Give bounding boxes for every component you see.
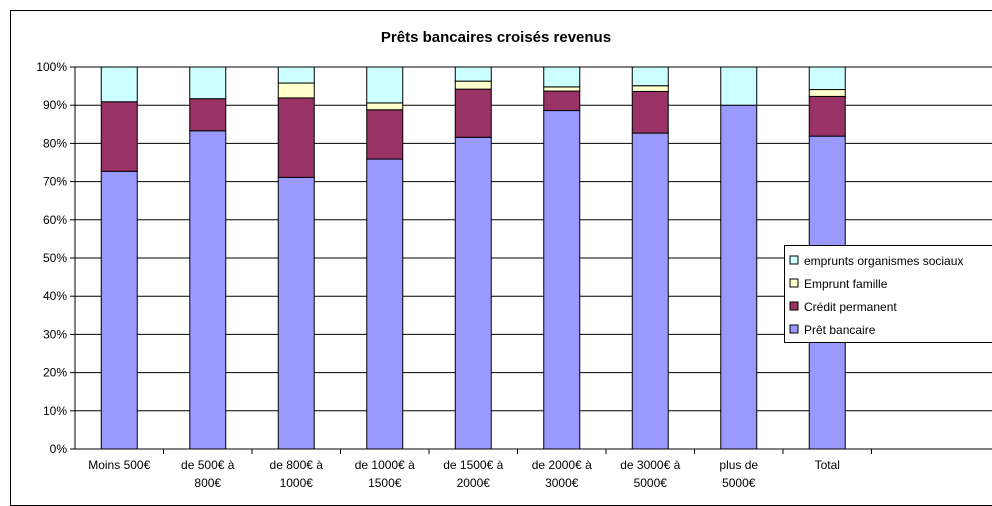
bar-segment-1-1	[100, 170, 138, 450]
bar-segment-4-7	[631, 66, 669, 87]
x-tick-label: Moins 500€	[88, 458, 150, 472]
bar-segment-4-5	[454, 66, 492, 82]
x-tick-label: 2000€	[457, 476, 491, 490]
x-tick-label: Total	[815, 458, 840, 472]
x-tick-label: de 500€ à	[181, 458, 235, 472]
x-tick-label: 5000€	[634, 476, 668, 490]
y-tick-label: 40%	[43, 289, 67, 303]
bar-segment-3-7	[631, 85, 669, 92]
bar-segment-1-3	[277, 176, 315, 450]
x-tick-label: 5000€	[722, 476, 756, 490]
bar-segment-4-1	[100, 66, 138, 103]
bar-segment-2-2	[189, 98, 227, 132]
bar-segment-3-9	[808, 89, 846, 97]
bar-segment-1-5	[454, 136, 492, 450]
y-tick-label: 100%	[36, 60, 67, 74]
bar-segment-2-7	[631, 90, 669, 134]
y-tick-label: 10%	[43, 404, 67, 418]
bar-segment-4-2	[189, 66, 227, 100]
y-tick-label: 60%	[43, 213, 67, 227]
bar-segment-1-6	[543, 110, 581, 450]
bar-segment-1-7	[631, 132, 669, 450]
legend-swatch	[789, 301, 799, 311]
bar-segment-1-8	[720, 104, 758, 450]
x-tick-label: de 1000€ à	[355, 458, 415, 472]
legend-label: emprunts organismes sociaux	[804, 254, 963, 268]
bar-segment-2-9	[808, 95, 846, 137]
bar-segment-4-9	[808, 66, 846, 91]
y-tick-label: 80%	[43, 136, 67, 150]
bar-segment-3-4	[366, 102, 404, 111]
plot-area: 0% 10% 20% 30% 40% 50% 60% 70% 80% 90% 100% Moins 5…	[36, 60, 992, 490]
legend-box	[784, 245, 992, 343]
bar-segment-2-3	[277, 97, 315, 178]
bar-segment-2-5	[454, 88, 492, 138]
legend-swatch	[789, 324, 799, 334]
y-tick-label: 20%	[43, 366, 67, 380]
x-tick-label: 1000€	[280, 476, 314, 490]
legend-swatch	[789, 255, 799, 265]
bar-segment-4-3	[277, 66, 315, 84]
bar-segment-4-6	[543, 66, 581, 88]
bar-segment-3-3	[277, 82, 315, 99]
y-tick-label: 50%	[43, 251, 67, 265]
x-tick-label: 800€	[194, 476, 221, 490]
x-tick-label: 1500€	[368, 476, 402, 490]
y-tick-label: 30%	[43, 327, 67, 341]
legend: emprunts organismes sociaux Emprunt famil…	[784, 245, 992, 343]
bar-segment-1-2	[189, 130, 227, 450]
bar-segment-3-6	[543, 86, 581, 92]
bar-segment-4-4	[366, 66, 404, 104]
x-tick-label: plus de	[719, 458, 758, 472]
legend-label: Prêt bancaire	[804, 323, 876, 337]
chart-title: Prêts bancaires croisés revenus	[381, 29, 611, 46]
x-tick-label: de 3000€ à	[620, 458, 680, 472]
bar-segment-2-4	[366, 109, 404, 160]
y-tick-label: 70%	[43, 175, 67, 189]
x-tick-label: 3000€	[545, 476, 579, 490]
x-tick-label: de 1500€ à	[443, 458, 503, 472]
legend-swatch	[789, 278, 799, 288]
legend-label: Crédit permanent	[804, 300, 897, 314]
x-tick-label: de 2000€ à	[532, 458, 592, 472]
y-tick-label: 90%	[43, 98, 67, 112]
bar-segment-3-5	[454, 80, 492, 90]
bar-segment-1-4	[366, 158, 404, 450]
bar-segment-4-8	[720, 66, 758, 106]
x-tick-label: de 800€ à	[270, 458, 324, 472]
y-tick-label: 0%	[50, 442, 68, 456]
legend-label: Emprunt famille	[804, 277, 888, 291]
bar-segment-2-1	[100, 101, 138, 172]
bar-segment-2-6	[543, 90, 581, 112]
